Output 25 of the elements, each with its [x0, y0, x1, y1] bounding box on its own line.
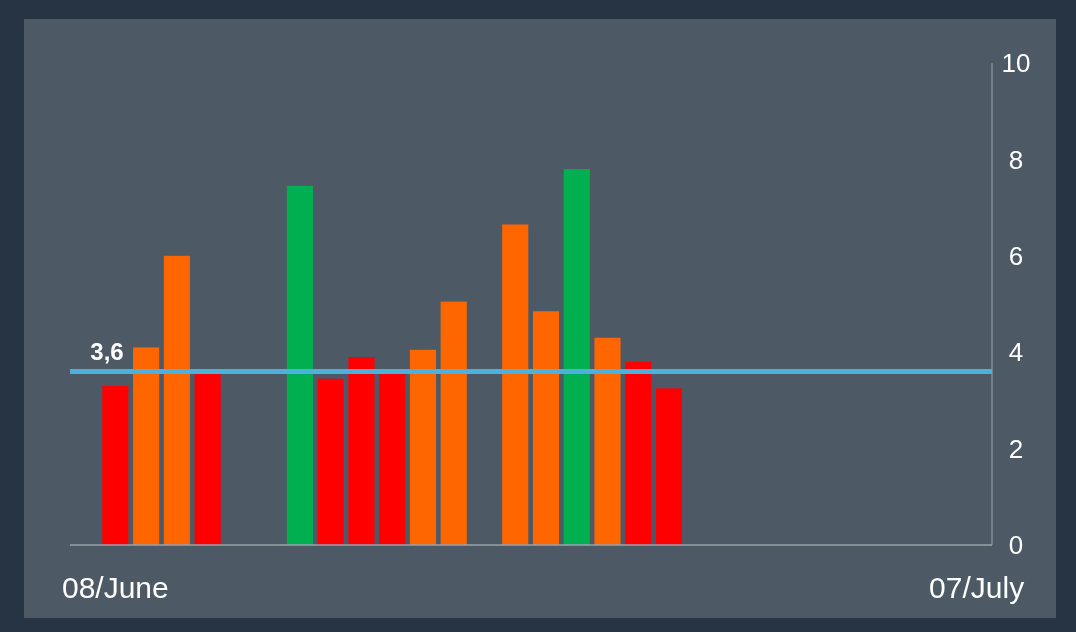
bar: [440, 301, 467, 545]
bar: [379, 371, 406, 545]
bar: [286, 185, 313, 545]
bar: [409, 349, 437, 545]
y-tick-label: 8: [1008, 144, 1024, 175]
x-tick-label: 08/June: [62, 571, 169, 604]
bar: [532, 311, 560, 545]
y-tick-label: 0: [1008, 530, 1024, 561]
bar: [655, 388, 683, 545]
bar: [102, 385, 129, 545]
ref-line-label: 3,6: [90, 338, 124, 366]
x-tick-label: 07/July: [929, 571, 1025, 604]
bar: [563, 169, 590, 545]
y-tick-label: 2: [1008, 433, 1024, 464]
bar: [594, 337, 621, 545]
y-tick-label: 6: [1008, 240, 1024, 271]
bar: [348, 357, 375, 545]
bar: [194, 371, 221, 545]
bar: [502, 224, 529, 545]
y-tick-label: 4: [1008, 337, 1024, 368]
bar: [163, 255, 190, 545]
bar: [625, 361, 652, 545]
y-tick-label: 10: [1001, 48, 1031, 79]
bar: [133, 347, 160, 545]
bar: [317, 378, 344, 545]
